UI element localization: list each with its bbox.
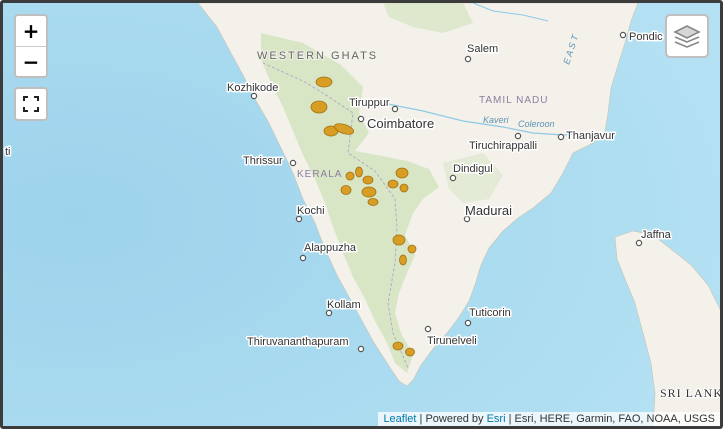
patch-18[interactable] — [405, 347, 415, 357]
patch-9[interactable] — [387, 179, 399, 189]
attribution-sep: | Powered by — [416, 413, 487, 425]
city-jaffna[interactable]: Jaffna — [635, 228, 673, 247]
svg-text:Thiruvananthapuram: Thiruvananthapuram — [247, 336, 349, 348]
label-coleroon: Coleroon — [518, 119, 555, 129]
state-border — [262, 62, 409, 369]
zoom-out-button[interactable]: − — [16, 46, 46, 76]
patch-10[interactable] — [399, 183, 409, 193]
label-tamil-nadu: TAMIL NADU — [479, 95, 548, 106]
city-tiruchirappalli[interactable]: Tiruchirappalli — [468, 132, 539, 154]
patch-13[interactable] — [367, 198, 379, 206]
city-thanjavur[interactable]: Thanjavur — [557, 129, 617, 144]
zoom-control: + − — [14, 14, 48, 78]
svg-text:Tiruchirappalli: Tiruchirappalli — [469, 140, 537, 152]
patch-15[interactable] — [407, 244, 417, 254]
patch-16[interactable] — [399, 254, 407, 266]
leaflet-link[interactable]: Leaflet — [383, 413, 417, 425]
patch-12[interactable] — [361, 186, 377, 198]
zoom-in-button[interactable]: + — [22, 19, 40, 43]
city-tiruppur[interactable]: Tiruppur — [348, 96, 399, 113]
city-alappuzha[interactable]: Alappuzha — [299, 241, 358, 262]
patch-17[interactable] — [392, 341, 404, 351]
city-thrissur[interactable]: Thrissur — [242, 154, 297, 169]
basemap[interactable]: WESTERN GHATS KERALA TAMIL NADU Kaveri C… — [3, 3, 723, 429]
patch-11[interactable] — [340, 185, 352, 195]
layers-button[interactable] — [665, 14, 709, 58]
city-pondicherry[interactable]: Pondic — [619, 30, 665, 45]
city-tuticorin[interactable]: Tuticorin — [464, 306, 512, 327]
forest-east — [443, 153, 503, 203]
patch-5[interactable] — [345, 171, 355, 181]
river-north — [472, 3, 549, 22]
city-dindigul[interactable]: Dindigul — [449, 162, 494, 182]
highlight-areas[interactable] — [310, 76, 417, 357]
patch-2[interactable] — [310, 100, 328, 114]
city-salem[interactable]: Salem — [464, 42, 500, 63]
svg-text:Dindigul: Dindigul — [453, 163, 493, 175]
label-kerala: KERALA — [297, 169, 342, 180]
svg-text:Alappuzha: Alappuzha — [304, 242, 357, 254]
patch-8[interactable] — [395, 167, 409, 179]
city-coimbatore[interactable]: Coimbatore — [357, 115, 436, 133]
svg-text:Tuticorin: Tuticorin — [469, 307, 511, 319]
patch-6[interactable] — [355, 166, 363, 178]
label-kaveri: Kaveri — [483, 115, 510, 125]
patch-4[interactable] — [333, 122, 355, 137]
svg-text:Coimbatore: Coimbatore — [367, 116, 434, 131]
svg-text:Madurai: Madurai — [465, 203, 512, 218]
esri-link[interactable]: Esri — [486, 413, 506, 425]
city-kollam[interactable]: Kollam — [326, 298, 362, 317]
attribution: Leaflet | Powered by Esri | Esri, HERE, … — [378, 412, 720, 426]
svg-text:Kochi: Kochi — [297, 205, 325, 217]
svg-text:Kollam: Kollam — [327, 299, 361, 311]
forest-ghats — [261, 33, 439, 373]
patch-7[interactable] — [362, 175, 374, 185]
city-thiruvananthapuram[interactable]: Thiruvananthapuram — [246, 335, 365, 353]
svg-text:Tirunelveli: Tirunelveli — [427, 335, 477, 347]
fullscreen-button[interactable] — [14, 87, 48, 121]
city-madurai[interactable]: Madurai — [464, 202, 514, 223]
svg-text:Kozhikode: Kozhikode — [227, 82, 278, 94]
fullscreen-icon — [23, 96, 39, 112]
city-kozhikode[interactable]: Kozhikode — [226, 81, 280, 100]
land-sri-lanka — [614, 230, 720, 426]
city-tirunelveli[interactable]: Tirunelveli — [424, 325, 478, 349]
svg-text:Thanjavur: Thanjavur — [566, 130, 615, 142]
forest-north — [383, 3, 473, 33]
patch-14[interactable] — [392, 234, 406, 246]
svg-text:Tiruppur: Tiruppur — [349, 97, 390, 109]
label-western-ghats: WESTERN GHATS — [257, 50, 378, 62]
label-sri-lanka: SRI LANK — [660, 386, 723, 400]
attribution-sources: | Esri, HERE, Garmin, FAO, NOAA, USGS — [505, 413, 715, 425]
svg-text:Salem: Salem — [467, 43, 498, 55]
patch-1[interactable] — [315, 76, 333, 88]
city-kochi[interactable]: Kochi — [296, 204, 326, 223]
svg-text:Pondic: Pondic — [629, 31, 663, 43]
label-ti-partial: ti — [5, 146, 11, 158]
svg-text:Thrissur: Thrissur — [243, 155, 283, 167]
layers-icon — [673, 25, 701, 48]
svg-text:Jaffna: Jaffna — [641, 229, 672, 241]
